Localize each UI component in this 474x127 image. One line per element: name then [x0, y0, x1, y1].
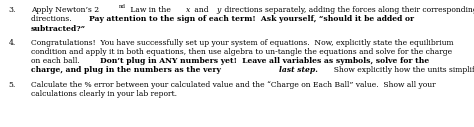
Text: 5.: 5. [9, 81, 16, 89]
Text: Don’t plug in ANY numbers yet!  Leave all variables as symbols, solve for the: Don’t plug in ANY numbers yet! Leave all… [100, 57, 429, 65]
Text: calculations clearly in your lab report.: calculations clearly in your lab report. [31, 90, 177, 98]
Text: y: y [216, 6, 220, 14]
Text: Pay attention to the sign of each term!  Ask yourself, “should it be added or: Pay attention to the sign of each term! … [90, 15, 414, 23]
Text: subtracted?”: subtracted?” [31, 25, 86, 33]
Text: directions.: directions. [31, 15, 76, 23]
Text: Apply Newton’s 2: Apply Newton’s 2 [31, 6, 99, 14]
Text: 4.: 4. [9, 39, 16, 47]
Text: Show explicitly how the units simplify.: Show explicitly how the units simplify. [329, 66, 474, 74]
Text: Calculate the % error between your calculated value and the “Charge on Each Ball: Calculate the % error between your calcu… [31, 81, 436, 89]
Text: nd: nd [118, 4, 126, 9]
Text: and: and [191, 6, 210, 14]
Text: on each ball.: on each ball. [31, 57, 84, 65]
Text: condition and apply it in both equations, then use algebra to un-tangle the equa: condition and apply it in both equations… [31, 48, 452, 56]
Text: Law in the: Law in the [128, 6, 173, 14]
Text: charge, and plug in the numbers as the very: charge, and plug in the numbers as the v… [31, 66, 223, 74]
Text: x: x [186, 6, 191, 14]
Text: last step.: last step. [279, 66, 318, 74]
Text: 3.: 3. [9, 6, 16, 14]
Text: Congratulations!  You have successfully set up your system of equations.  Now, e: Congratulations! You have successfully s… [31, 39, 454, 47]
Text: directions separately, adding the forces along their corresponding: directions separately, adding the forces… [222, 6, 474, 14]
